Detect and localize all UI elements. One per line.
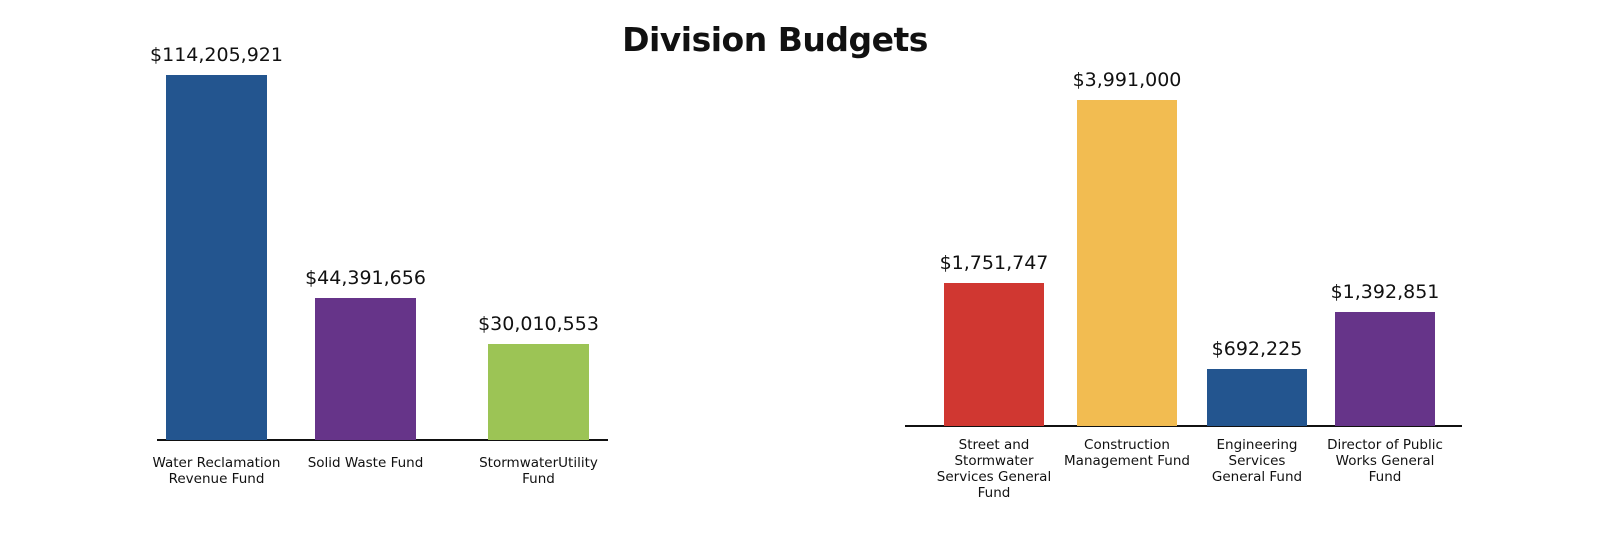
bar [944, 282, 1044, 426]
x-axis-line [157, 439, 608, 441]
category-label: Director of Public Works General Fund [1327, 437, 1443, 485]
chart-title: Division Budgets [622, 20, 928, 59]
data-label: $3,991,000 [1072, 69, 1182, 91]
category-label: Solid Waste Fund [307, 455, 424, 471]
category-label: Street and Stormwater Services General F… [936, 437, 1052, 501]
bar [315, 298, 416, 440]
category-label: Construction Management Fund [1064, 437, 1190, 469]
data-label: $30,010,553 [478, 313, 599, 336]
data-label: $692,225 [1211, 338, 1303, 361]
bar [488, 344, 589, 440]
category-label: Engineering Services General Fund [1211, 437, 1303, 485]
bar [1207, 369, 1307, 426]
data-label: $44,391,656 [305, 267, 426, 290]
data-label: $1,751,747 [939, 251, 1049, 274]
category-label: Water Reclamation Revenue Fund [152, 455, 281, 487]
bar [1335, 312, 1435, 426]
bar [166, 75, 267, 440]
bar [1077, 100, 1177, 426]
x-axis-line [905, 425, 1462, 427]
data-label: $1,392,851 [1330, 281, 1440, 304]
data-label: $114,205,921 [150, 44, 283, 66]
category-label: StormwaterUtility Fund [479, 455, 598, 487]
